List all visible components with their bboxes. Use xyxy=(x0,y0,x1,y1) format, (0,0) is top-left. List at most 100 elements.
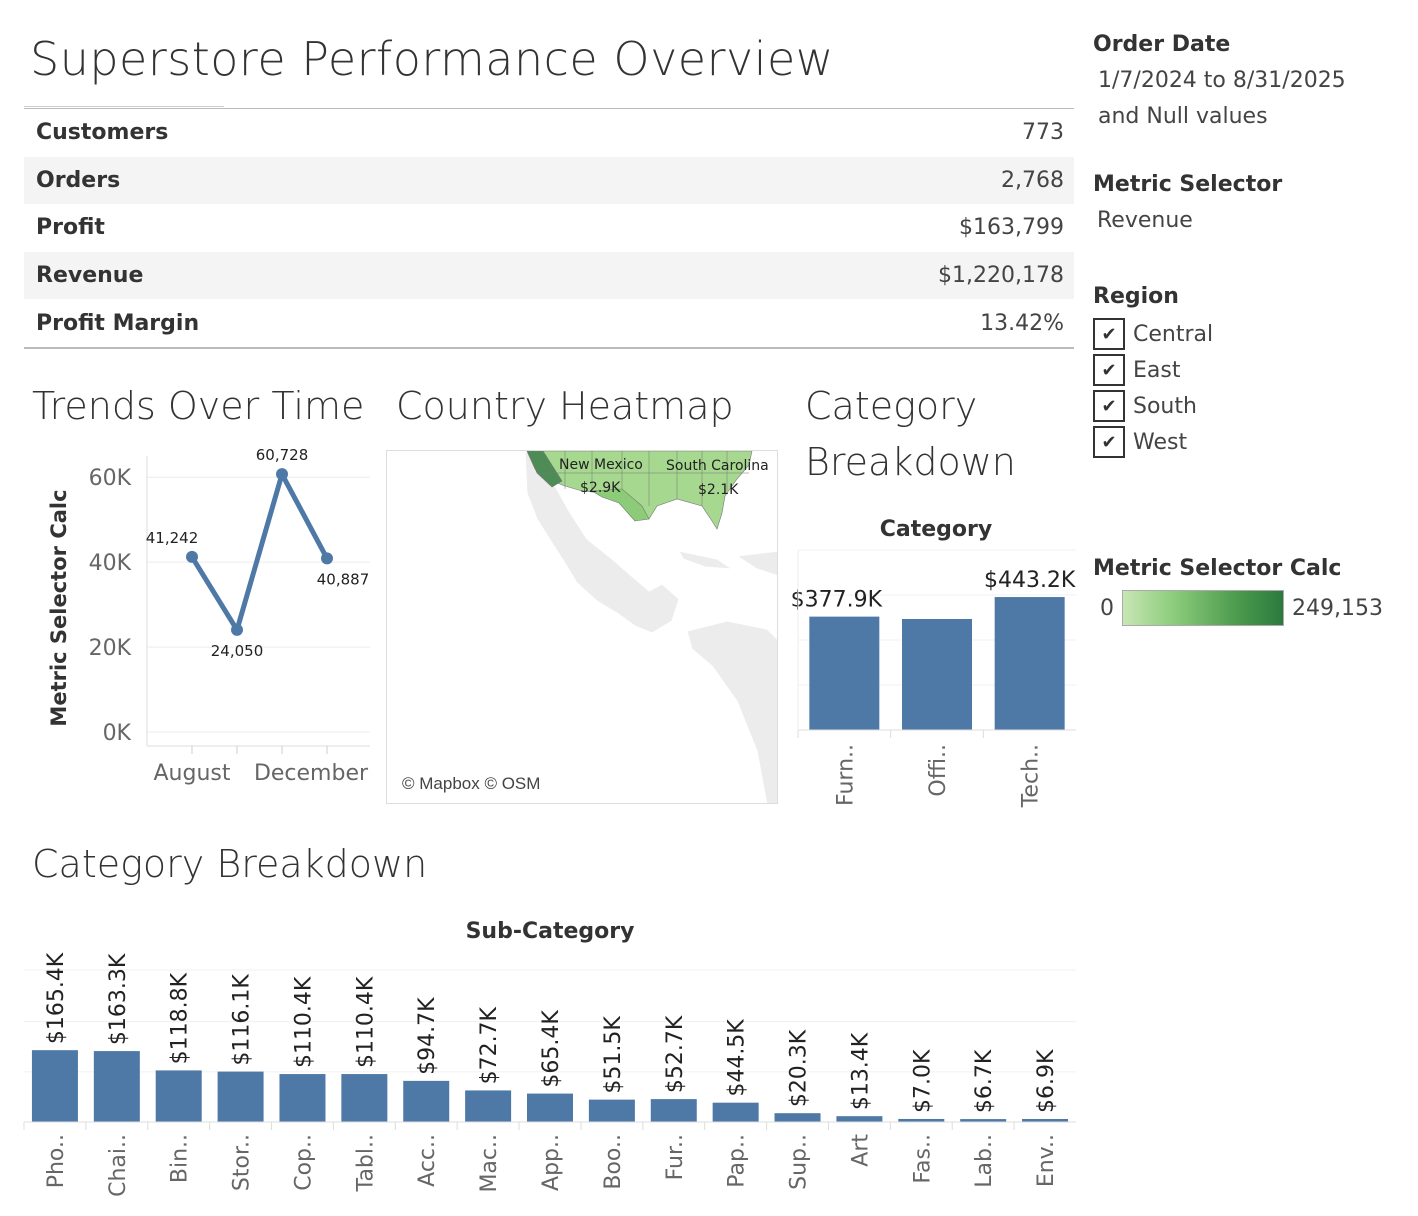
kpi-label: Orders xyxy=(36,167,121,193)
color-legend-gradient xyxy=(1122,590,1284,626)
map-attribution[interactable]: © Mapbox © OSM xyxy=(396,772,547,796)
kpi-table: Customers 773 Orders 2,768 Profit $163,7… xyxy=(24,108,1074,349)
cuba-land xyxy=(678,550,734,570)
kpi-label: Revenue xyxy=(36,263,144,289)
usa-land xyxy=(526,451,753,530)
kpi-label: Profit xyxy=(36,215,105,241)
bar[interactable] xyxy=(1022,1119,1069,1122)
map-label-state: New Mexico xyxy=(559,457,643,473)
bar[interactable] xyxy=(465,1090,512,1122)
region-option-label: South xyxy=(1133,393,1197,419)
bar-label: $72.7K xyxy=(477,1006,502,1084)
kpi-row-orders: Orders 2,768 xyxy=(24,156,1074,205)
region-option-east[interactable]: ✔ East xyxy=(1093,352,1213,388)
bar[interactable] xyxy=(341,1074,388,1122)
bar-label: $52.7K xyxy=(663,1015,688,1093)
bar[interactable] xyxy=(279,1074,326,1122)
bar[interactable] xyxy=(403,1080,450,1122)
x-tick-label: Mac.. xyxy=(477,1134,502,1193)
map-label-value: $2.1K xyxy=(698,482,739,498)
map-canvas[interactable]: New Mexico $2.9K South Carolina $2.1K xyxy=(387,451,778,804)
bar[interactable] xyxy=(994,597,1065,730)
data-point[interactable] xyxy=(321,552,333,565)
bar[interactable] xyxy=(902,619,972,730)
bar-label: $6.9K xyxy=(1034,1049,1059,1113)
y-axis-title: Metric Selector Calc xyxy=(47,489,71,726)
bar[interactable] xyxy=(809,616,880,730)
metric-selector-value[interactable]: Revenue xyxy=(1097,208,1193,233)
bar[interactable] xyxy=(712,1102,759,1122)
trends-line-chart: 0K 20K 40K 60K August December Metric Selector… xyxy=(47,446,370,786)
checkbox-checked-icon[interactable]: ✔ xyxy=(1093,390,1125,422)
metric-selector-label: Metric Selector xyxy=(1093,172,1283,197)
category-bar-chart: Category $377.9K Furn.. Offi.. $443.2K Tech.. xyxy=(791,517,1076,808)
subcategory-title: Category Breakdown xyxy=(32,842,428,886)
order-date-range[interactable]: 1/7/2024 to 8/31/2025 xyxy=(1098,68,1346,93)
checkbox-checked-icon[interactable]: ✔ xyxy=(1093,354,1125,386)
bar-label: $65.4K xyxy=(539,1010,564,1088)
subcategory-bar-chart: Sub-Category $165.4K Pho.. $163.3K Chai.. $11… xyxy=(23,919,1076,1197)
kpi-row-profit-margin: Profit Margin 13.42% xyxy=(24,299,1074,347)
x-tick-label: Acc.. xyxy=(415,1134,440,1187)
chart-header: Category xyxy=(880,517,992,542)
bar[interactable] xyxy=(527,1093,573,1122)
kpi-row-customers: Customers 773 xyxy=(24,109,1074,157)
page-title: Superstore Performance Overview xyxy=(30,32,834,86)
caribbean-land xyxy=(735,550,777,576)
order-date-null[interactable]: and Null values xyxy=(1098,104,1268,129)
data-point[interactable] xyxy=(276,468,288,481)
data-point[interactable] xyxy=(186,550,198,563)
x-tick-label: December xyxy=(254,761,369,786)
bar[interactable] xyxy=(774,1113,821,1122)
kpi-value: 2,768 xyxy=(1001,167,1064,193)
bar[interactable] xyxy=(93,1051,140,1122)
data-label: 60,728 xyxy=(256,446,309,464)
country-heatmap[interactable]: New Mexico $2.9K South Carolina $2.1K xyxy=(386,450,778,804)
x-tick-label: Fas.. xyxy=(910,1134,935,1184)
data-point[interactable] xyxy=(231,623,243,636)
bar[interactable] xyxy=(836,1116,883,1122)
region-option-central[interactable]: ✔ Central xyxy=(1093,316,1213,352)
chart-header: Sub-Category xyxy=(466,919,635,944)
bar-label: $94.7K xyxy=(415,997,440,1075)
data-label: 41,242 xyxy=(146,529,199,547)
bar[interactable] xyxy=(650,1099,697,1122)
checkbox-checked-icon[interactable]: ✔ xyxy=(1093,426,1125,458)
kpi-value: 13.42% xyxy=(980,310,1064,336)
bar-label: $20.3K xyxy=(787,1029,812,1107)
x-tick-label: Sup.. xyxy=(787,1134,812,1190)
x-tick-label: Fur.. xyxy=(663,1134,688,1180)
bar[interactable] xyxy=(588,1099,635,1122)
bar[interactable] xyxy=(155,1070,202,1122)
trends-title: Trends Over Time xyxy=(32,384,365,428)
bar[interactable] xyxy=(960,1119,1007,1122)
map-label-value: $2.9K xyxy=(580,480,621,496)
order-date-filter-label: Order Date xyxy=(1093,32,1231,57)
bar-label: $110.4K xyxy=(353,976,378,1068)
series-line xyxy=(189,471,330,633)
region-option-west[interactable]: ✔ West xyxy=(1093,424,1213,460)
bar[interactable] xyxy=(217,1071,264,1122)
color-legend-title: Metric Selector Calc xyxy=(1093,556,1342,581)
x-tick-label: Env.. xyxy=(1034,1134,1059,1187)
x-tick-label: Lab.. xyxy=(972,1134,997,1188)
data-label: 40,887 xyxy=(317,570,370,588)
region-option-south[interactable]: ✔ South xyxy=(1093,388,1213,424)
bar[interactable] xyxy=(31,1050,78,1122)
kpi-value: $1,220,178 xyxy=(938,263,1064,289)
kpi-row-revenue: Revenue $1,220,178 xyxy=(24,251,1074,300)
x-tick-label: Furn.. xyxy=(833,744,858,806)
bar-label: $110.4K xyxy=(291,976,316,1068)
checkbox-checked-icon[interactable]: ✔ xyxy=(1093,318,1125,350)
x-tick-label: Offi.. xyxy=(926,744,951,797)
color-legend-min: 0 xyxy=(1100,596,1114,621)
bar-label: $6.7K xyxy=(972,1049,997,1113)
mexico-land xyxy=(524,451,680,634)
region-filter-label: Region xyxy=(1093,284,1179,309)
bar-label: $116.1K xyxy=(230,974,255,1066)
x-tick-label: Chai.. xyxy=(106,1134,131,1197)
bar[interactable] xyxy=(898,1118,945,1122)
kpi-label: Profit Margin xyxy=(36,310,200,336)
kpi-value: 773 xyxy=(1022,120,1064,146)
x-tick-label: Boo.. xyxy=(601,1134,626,1190)
